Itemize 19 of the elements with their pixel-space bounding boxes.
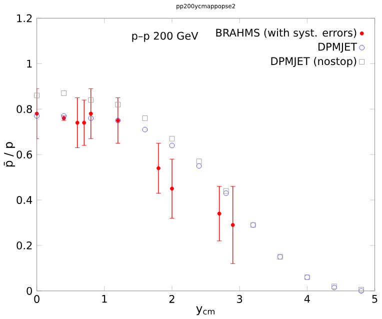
annotation: p–p 200 GeV xyxy=(132,32,198,42)
legend-label: DPMJET (nostop) xyxy=(271,56,356,68)
x-tick-label: 0 xyxy=(34,295,40,303)
x-tick-label: 3 xyxy=(237,295,242,303)
legend-label: DPMJET xyxy=(318,42,358,53)
x-tick-label: 5 xyxy=(372,295,378,303)
y-tick-label: 0.8 xyxy=(16,105,32,114)
x-tick-label: 1 xyxy=(102,295,107,303)
y-tick-label: 1 xyxy=(27,60,32,68)
y-tick-label: 1.2 xyxy=(17,14,32,22)
x-axis-title: y$_{cm}$ xyxy=(196,306,214,316)
x-tick-label: 2 xyxy=(169,295,174,303)
y-tick-label: 0.2 xyxy=(16,241,32,250)
y-tick-label: 0.4 xyxy=(16,196,32,204)
legend-label: BRAHMS (with syst. errors) xyxy=(216,28,356,39)
y-axis-title: p̄ / p xyxy=(4,142,16,167)
y-tick-label: 0.6 xyxy=(16,150,32,159)
y-tick-label: 0 xyxy=(26,286,32,295)
x-tick-label: 4 xyxy=(304,295,310,303)
